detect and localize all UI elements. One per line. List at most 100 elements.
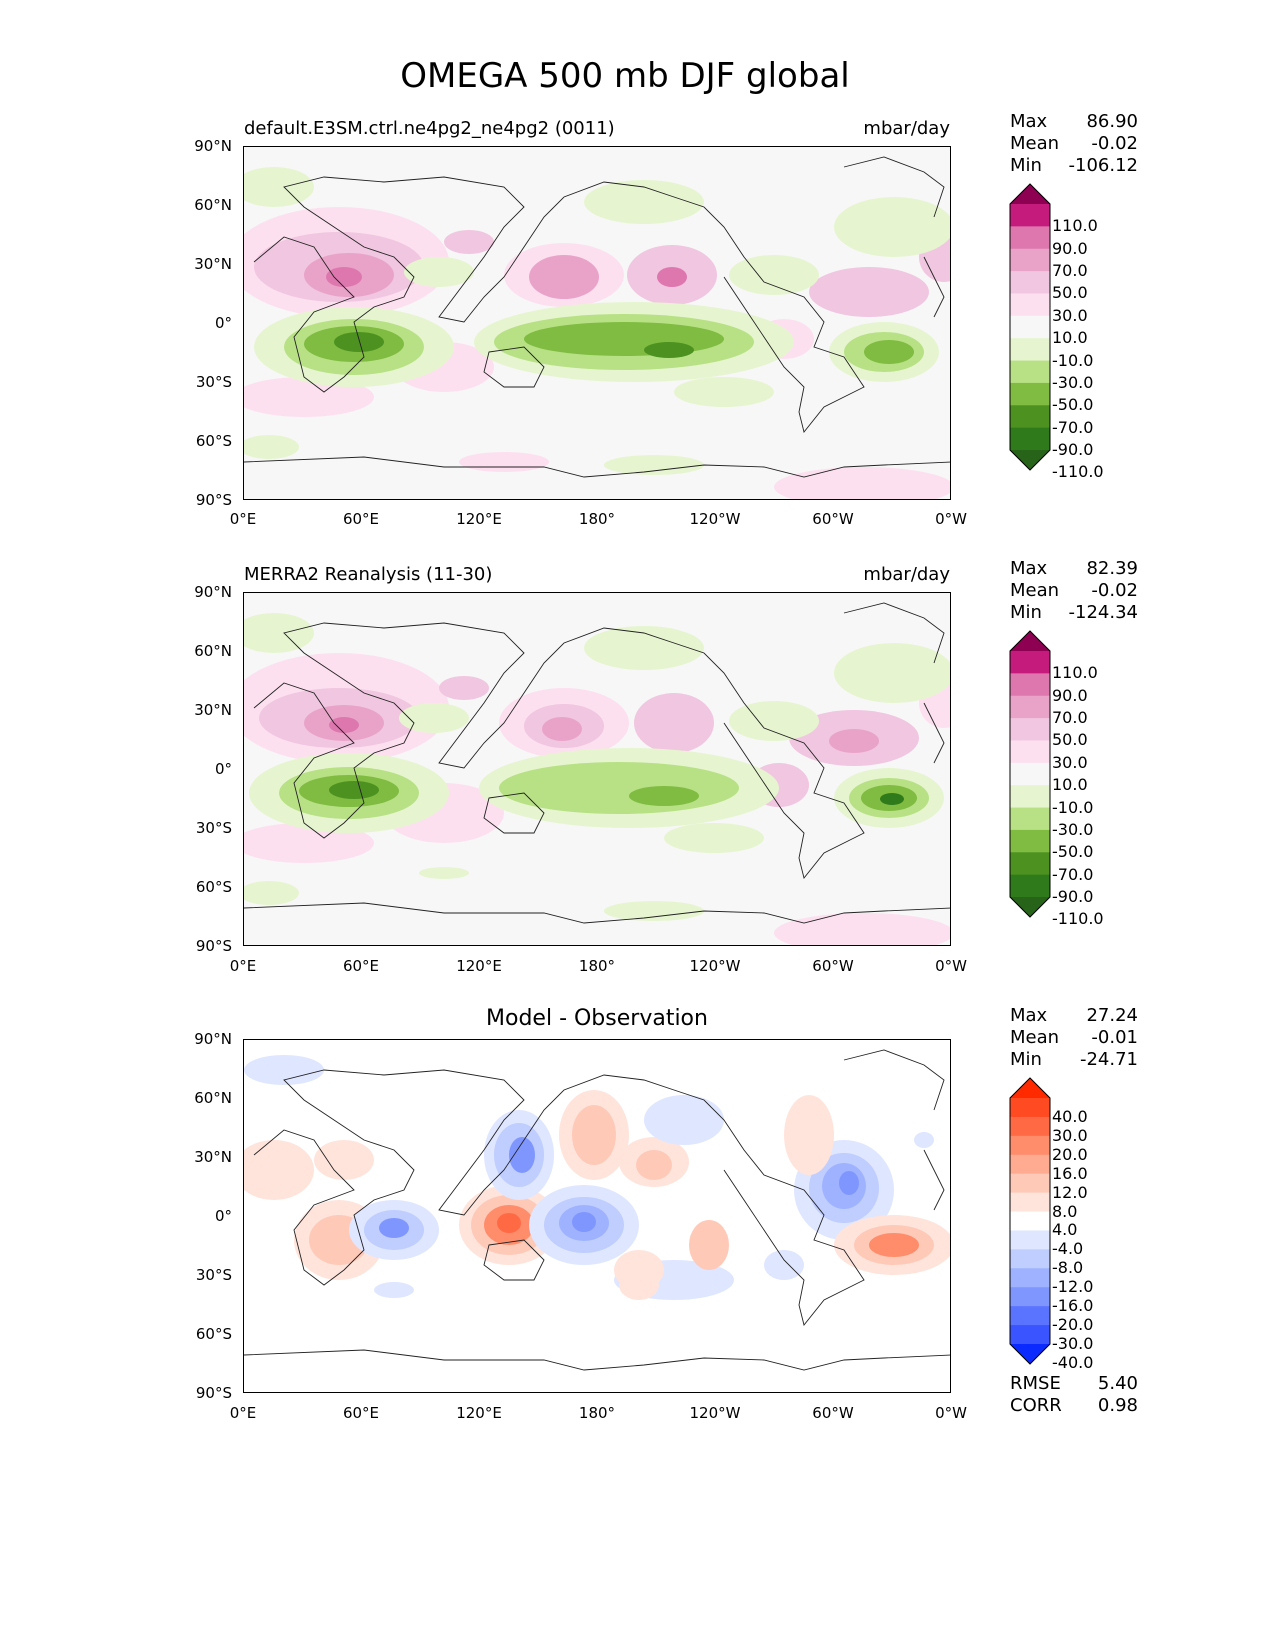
lat-tick: 30°N (194, 701, 232, 719)
lon-tick: 180° (578, 1404, 616, 1422)
colorbar-bin (1010, 695, 1050, 719)
panel-1-map (243, 146, 951, 500)
colorbar-bin (1010, 807, 1050, 831)
colorbar-outline (1009, 183, 1051, 471)
colorbar-tick-label: 20.0 (1052, 1144, 1088, 1164)
metric-value: 0.98 (1097, 1395, 1138, 1416)
colorbar-tick-label: -10.0 (1052, 350, 1094, 370)
stat-value: -106.12 (1068, 155, 1138, 176)
stat-name: Max (1010, 1005, 1048, 1026)
colorbar-bin (1010, 405, 1050, 429)
lat-tick: 30°S (195, 1266, 232, 1284)
colorbar-tick-label: 90.0 (1052, 238, 1088, 258)
panel-1-stats: Max 86.90 Mean -0.02 Min -106.12 (1010, 111, 1138, 177)
lat-tick: 60°S (195, 432, 232, 450)
colorbar-tick-label: 8.0 (1052, 1201, 1078, 1221)
panel-1-contours (244, 156, 950, 499)
lon-tick: 120°W (689, 1404, 741, 1422)
lat-tick: 90°S (195, 491, 232, 509)
colorbar-bin (1010, 1173, 1050, 1194)
panel-1-colorbar (1009, 183, 1051, 471)
stat-name: Mean (1010, 1027, 1060, 1048)
colorbar-tick-label: 110.0 (1052, 663, 1098, 683)
colorbar-extend-bottom (1010, 897, 1050, 917)
stat-name: Min (1010, 1049, 1042, 1070)
colorbar-bin (1010, 427, 1050, 451)
colorbar-bin (1010, 271, 1050, 294)
colorbar-bin (1010, 1211, 1050, 1231)
panel-2-map (243, 592, 951, 946)
panel-2-contours (244, 602, 950, 945)
lon-tick: 120°E (456, 1404, 502, 1422)
lon-tick: 180° (578, 957, 616, 975)
lat-tick: 90°N (194, 583, 232, 601)
lat-tick: 30°S (195, 819, 232, 837)
colorbar-extend-top (1010, 631, 1050, 651)
metric-value: 5.40 (1097, 1373, 1138, 1394)
colorbar-tick-label: -70.0 (1052, 864, 1094, 884)
colorbar-tick-label: 4.0 (1052, 1220, 1078, 1240)
colorbar-bin (1010, 651, 1050, 674)
colorbar-tick-label: -110.0 (1052, 462, 1104, 482)
colorbar-tick-label: -30.0 (1052, 1334, 1094, 1353)
colorbar-bin (1010, 1287, 1050, 1307)
stat-value: -0.02 (1091, 580, 1138, 601)
colorbar-bin (1010, 293, 1050, 317)
colorbar-tick-label: -12.0 (1052, 1277, 1094, 1297)
colorbar-tick-label: -70.0 (1052, 417, 1094, 437)
lon-tick: 60°E (342, 1404, 380, 1422)
stat-value: 82.39 (1086, 558, 1138, 579)
stat-value: 86.90 (1086, 111, 1138, 132)
colorbar-bin (1010, 1192, 1050, 1213)
lon-tick: 120°E (456, 510, 502, 528)
lon-tick: 120°E (456, 957, 502, 975)
colorbar-extend-top (1010, 1078, 1050, 1098)
colorbar-tick-label: 10.0 (1052, 775, 1088, 795)
colorbar-bin (1010, 360, 1050, 384)
colorbar-bin (1010, 785, 1050, 809)
lon-tick: 60°W (812, 1404, 854, 1422)
colorbar-bin (1010, 204, 1050, 227)
colorbar-tick-label: -40.0 (1052, 1352, 1094, 1372)
lat-tick: 60°N (194, 1089, 232, 1107)
colorbar-bin (1010, 1154, 1050, 1175)
panel-2-label: MERRA2 Reanalysis (11-30) (244, 564, 493, 585)
lon-tick: 0°W (935, 1404, 967, 1422)
lon-tick: 60°E (342, 957, 380, 975)
colorbar-bin (1010, 226, 1050, 250)
stat-value: -0.01 (1091, 1027, 1138, 1048)
stat-name: Min (1010, 155, 1042, 176)
colorbar-extend-top (1010, 184, 1050, 204)
panel-3-map (243, 1039, 951, 1393)
colorbar-tick-label: 50.0 (1052, 730, 1088, 750)
stat-name: Max (1010, 558, 1048, 579)
colorbar-bin (1010, 1268, 1050, 1288)
colorbar-tick-label: 90.0 (1052, 685, 1088, 705)
colorbar-bin (1010, 1098, 1050, 1118)
colorbar-tick-label: 50.0 (1052, 283, 1088, 303)
colorbar-bin (1010, 1306, 1050, 1326)
lon-tick: 60°E (342, 510, 380, 528)
lat-tick: 60°S (195, 878, 232, 896)
panel-2-colorbar (1009, 630, 1051, 918)
panel-1-label: default.E3SM.ctrl.ne4pg2_ne4pg2 (0011) (244, 118, 615, 139)
lon-tick: 0°E (229, 510, 257, 528)
lat-tick: 90°S (195, 937, 232, 955)
lat-tick: 0° (214, 314, 232, 332)
colorbar-outline (1009, 1077, 1051, 1365)
colorbar-tick-label: 10.0 (1052, 328, 1088, 348)
lat-tick: 60°N (194, 642, 232, 660)
colorbar-bin (1010, 762, 1050, 786)
colorbar-outline (1009, 630, 1051, 918)
colorbar-extend-bottom (1010, 1344, 1050, 1364)
colorbar-bin (1010, 315, 1050, 339)
metric-name: RMSE (1010, 1373, 1061, 1394)
stat-value: -124.34 (1068, 602, 1138, 623)
lat-tick: 90°N (194, 1030, 232, 1048)
colorbar-bin (1010, 1249, 1050, 1269)
colorbar-tick-label: 110.0 (1052, 216, 1098, 236)
stat-name: Min (1010, 602, 1042, 623)
figure-title: OMEGA 500 mb DJF global (400, 56, 850, 96)
colorbar-extend-bottom (1010, 450, 1050, 470)
